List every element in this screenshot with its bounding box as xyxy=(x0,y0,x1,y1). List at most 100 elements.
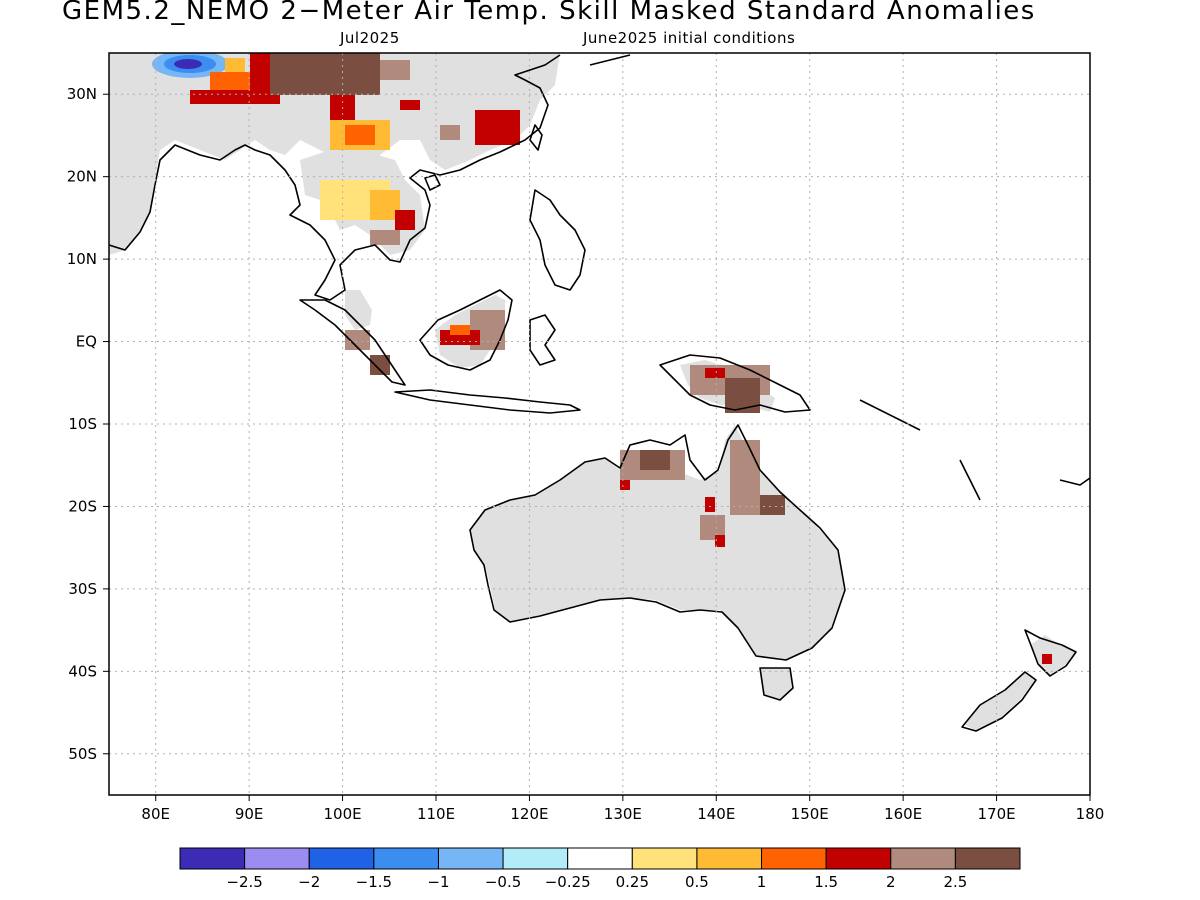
colorbar-label: −0.25 xyxy=(545,873,591,891)
colorbar-label: −2 xyxy=(298,873,320,891)
anomaly-red-new-zealand xyxy=(1042,654,1052,664)
y-tick-label: EQ xyxy=(76,333,97,351)
y-tick-label: 40S xyxy=(68,662,97,680)
coastline-new-zealand-south xyxy=(961,671,1037,732)
anomaly-yellow-himalaya xyxy=(225,58,245,72)
anomaly-tan-queensland xyxy=(730,440,760,515)
anomaly-brown-australia-north xyxy=(640,450,670,470)
masked-land-new-zealand-north xyxy=(1030,635,1075,675)
colorbar: −2.5 −2 −1.5 −1 −0.5 −0.25 0.25 0.5 1 1.5 2 2.5 xyxy=(179,847,1021,891)
coastline-solomon-islands xyxy=(859,399,921,431)
anomaly-tan-indochina xyxy=(370,230,400,245)
anomaly-tan-sumatra xyxy=(345,330,370,350)
coastline-philippines xyxy=(529,189,586,291)
colorbar-swatch xyxy=(244,847,310,870)
anomaly-red-tibet xyxy=(250,53,270,103)
colorbar-label: 2.5 xyxy=(943,873,967,891)
anomaly-red-indochina xyxy=(395,210,415,230)
anomaly-brown-new-guinea xyxy=(725,378,760,413)
coastline-taiwan xyxy=(529,124,543,151)
coastline-java xyxy=(394,389,581,414)
coastline-australia xyxy=(469,424,846,661)
anomaly-red-new-guinea xyxy=(705,368,725,378)
forecast-month: Jul2025 xyxy=(340,29,400,47)
gridlines xyxy=(109,53,1090,795)
coastline-borneo xyxy=(419,289,513,371)
colorbar-label: 2 xyxy=(886,873,896,891)
initial-conditions: June2025 initial conditions xyxy=(583,29,796,47)
map-frame xyxy=(108,52,1091,796)
colorbar-swatch xyxy=(502,847,569,870)
coastline-new-zealand-north xyxy=(1024,629,1077,677)
x-tick-label: 100E xyxy=(324,805,362,823)
anomaly-red-qld-2 xyxy=(715,535,725,547)
x-tick-label: 110E xyxy=(417,805,455,823)
map-plot-area xyxy=(109,53,1090,732)
colorbar-swatch xyxy=(696,847,763,870)
colorbar-label: −0.5 xyxy=(485,873,521,891)
colorbar-swatch xyxy=(179,847,246,870)
anomaly-orange-himalaya xyxy=(210,72,255,90)
x-tick-label: 80E xyxy=(141,805,170,823)
y-tick-label: 20S xyxy=(68,497,97,515)
coastline-tasmania xyxy=(759,667,794,701)
colorbar-swatch xyxy=(825,847,892,870)
y-tick-label: 30N xyxy=(67,85,97,103)
colorbar-swatch xyxy=(373,847,439,870)
x-tick-label: 130E xyxy=(604,805,642,823)
x-tick-label: 140E xyxy=(697,805,735,823)
colorbar-swatch xyxy=(631,847,698,870)
colorbar-label: 0.5 xyxy=(685,873,709,891)
axis-labels: 80E 90E 100E 110E 120E 130E 140E 150E 160E 170E 18… xyxy=(67,85,1105,823)
colorbar-label: 1.5 xyxy=(814,873,838,891)
coastline-new-guinea xyxy=(659,354,811,413)
y-tick-label: 30S xyxy=(68,580,97,598)
masked-land-layer xyxy=(109,53,1075,730)
anomaly-negative-inner xyxy=(174,59,202,69)
x-tick-label: 120E xyxy=(510,805,548,823)
anomaly-red-qld-1 xyxy=(705,497,715,512)
y-tick-label: 20N xyxy=(67,168,97,186)
coastline-vanuatu-fiji xyxy=(959,459,1090,501)
masked-land-new-zealand-south xyxy=(965,672,1035,730)
y-tick-label: 10N xyxy=(67,250,97,268)
anomaly-brown-mongolia xyxy=(270,53,380,95)
coastline-layer xyxy=(109,54,1090,732)
coastline-asia xyxy=(109,54,561,301)
colorbar-label: 0.25 xyxy=(616,873,649,891)
y-tick-label: 10S xyxy=(68,415,97,433)
x-tick-label: 170E xyxy=(978,805,1016,823)
x-tick-label: 150E xyxy=(791,805,829,823)
x-tick-label: 90E xyxy=(235,805,264,823)
colorbar-swatch xyxy=(890,847,956,870)
colorbar-swatch xyxy=(437,847,504,870)
colorbar-label: 1 xyxy=(757,873,767,891)
coastline-hainan xyxy=(424,174,441,191)
colorbar-label: −1 xyxy=(427,873,449,891)
colorbar-label: −2.5 xyxy=(226,873,262,891)
colorbar-swatch xyxy=(954,847,1021,870)
colorbar-label: −1.5 xyxy=(356,873,392,891)
anomaly-red-china-2 xyxy=(345,125,375,145)
colorbar-swatch xyxy=(308,847,375,870)
anomaly-red-china-4 xyxy=(400,100,420,110)
anomaly-tan-china xyxy=(380,60,410,80)
x-tick-label: 180 xyxy=(1076,805,1105,823)
coastline-sulawesi xyxy=(529,314,556,366)
y-tick-label: 50S xyxy=(68,745,97,763)
x-tick-label: 160E xyxy=(884,805,922,823)
coastline-japan-fragment xyxy=(589,54,631,66)
masked-land-sumatra xyxy=(345,290,372,330)
masked-land-tasmania xyxy=(760,668,792,700)
colorbar-swatch xyxy=(567,847,633,870)
anomaly-red-australia-north xyxy=(620,480,630,490)
map-title: GEM5.2_NEMO 2−Meter Air Temp. Skill Mask… xyxy=(62,0,1036,26)
anomaly-red-china-3 xyxy=(475,110,520,145)
coastline-sumatra xyxy=(299,299,406,386)
anomaly-orange-borneo xyxy=(450,325,470,335)
anomaly-brown-queensland xyxy=(760,495,785,515)
anomaly-tan-china-2 xyxy=(440,125,460,140)
anomaly-layer xyxy=(152,53,1052,664)
anomaly-tan-sumatra-2 xyxy=(370,355,390,375)
